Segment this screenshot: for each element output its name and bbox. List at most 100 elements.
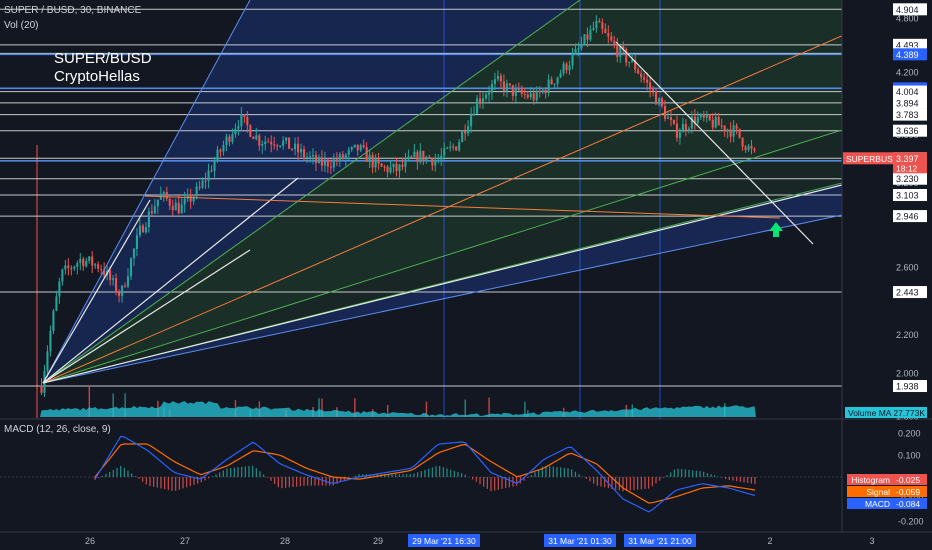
symbol-header[interactable]: SUPER / BUSD, 30, BINANCE (4, 5, 142, 16)
white-trend-line (42, 249, 251, 384)
time-tick-label: 2 (767, 536, 772, 546)
gann-fan-line (42, 0, 581, 384)
candle-body (314, 154, 318, 164)
candle-body (443, 148, 446, 156)
candle-body (568, 65, 571, 71)
candle-body (690, 116, 693, 129)
candle-body (422, 150, 425, 162)
candle-body (693, 116, 696, 124)
candle-body (299, 148, 303, 153)
candle-body (326, 159, 329, 167)
candle-body (261, 144, 264, 146)
candle-body (523, 93, 526, 95)
candle-body (222, 145, 225, 152)
candle-body (687, 128, 690, 131)
macd-legend-value-tag (893, 498, 927, 509)
level-price-tag (893, 124, 927, 137)
candle-body (383, 166, 386, 168)
volume-bar (258, 401, 261, 417)
candle-body (389, 167, 392, 173)
candle-body (228, 136, 231, 142)
time-highlight-label: 31 Mar '21 21:00 (628, 536, 692, 546)
candle-body (246, 116, 249, 126)
macd-indicator-label[interactable]: MACD (12, 26, close, 9) (4, 424, 111, 435)
time-highlight-tag (624, 534, 696, 547)
candle-body (529, 93, 532, 98)
candle-body (490, 84, 494, 93)
candle-body (118, 292, 121, 296)
candle-body (511, 85, 514, 96)
macd-legend-value: -0.059 (896, 487, 920, 497)
candle-body (255, 135, 258, 140)
candle-body (637, 69, 640, 74)
candle-body (643, 77, 646, 80)
level-price-label: 3.894 (896, 98, 919, 108)
candle-body (452, 146, 455, 148)
macd-line (94, 435, 756, 513)
candle-body (559, 73, 562, 78)
candle-body (240, 114, 243, 127)
candle-body (532, 93, 535, 101)
candle-body (505, 83, 508, 91)
candle-body (708, 114, 711, 120)
candle-body (580, 44, 583, 49)
candle-body (174, 202, 177, 211)
candle-body (249, 125, 252, 137)
time-tick-label: 29 (373, 536, 383, 546)
candle-body (189, 194, 192, 202)
candle-body (183, 198, 186, 205)
candle-body (675, 123, 678, 138)
candle-body (660, 98, 664, 107)
candle-body (434, 160, 437, 166)
candle-body (652, 89, 655, 92)
macd-legend-value-tag (893, 474, 927, 485)
candle-body (601, 22, 604, 29)
candle-body (91, 256, 94, 266)
level-price-tag (893, 189, 927, 202)
level-price-label: 2.946 (896, 212, 919, 222)
level-price-label: 4.493 (896, 40, 919, 50)
candle-body (207, 170, 210, 181)
candle-body (574, 48, 577, 55)
level-price-tag (893, 3, 927, 16)
candle-body (732, 125, 735, 137)
annotation-author: CryptoHellas (54, 68, 140, 85)
time-tick-label: 28 (280, 536, 290, 546)
candle-body (279, 145, 282, 147)
price-tick-label: 2.600 (896, 262, 919, 272)
candle-body (625, 49, 628, 63)
volume-indicator-label[interactable]: Vol (20) (4, 20, 39, 31)
candle-body (270, 141, 273, 145)
volume-bar (464, 399, 466, 417)
level-price-tag (893, 48, 927, 61)
candle-body (386, 166, 389, 173)
candle-body (407, 156, 410, 160)
candle-body (467, 126, 470, 134)
candle-body (210, 170, 213, 172)
candle-body (711, 119, 714, 128)
time-highlight-label: 31 Mar '21 01:30 (548, 536, 612, 546)
candle-body (112, 278, 115, 280)
candle-body (449, 146, 452, 148)
level-price-label: 4.004 (896, 87, 919, 97)
candle-body (308, 156, 312, 158)
volume-bar (524, 401, 526, 417)
orange-trend-line (42, 35, 842, 384)
volume-bar (354, 398, 356, 417)
candle-body (589, 29, 592, 40)
candle-body (58, 281, 61, 297)
symbol-tag (843, 152, 893, 165)
macd-tick-label: 0.100 (898, 451, 921, 461)
countdown-label: 18:12 (896, 163, 918, 173)
volume-ma-label: Volume MA 27.773K (848, 408, 925, 418)
candle-body (640, 73, 643, 78)
candle-body (135, 235, 139, 249)
candle-body (461, 131, 464, 142)
gann-fan-line (42, 0, 251, 384)
macd-legend-value: -0.025 (896, 475, 920, 485)
candle-body (419, 150, 422, 162)
time-highlight-label: 29 Mar '21 16:30 (412, 536, 476, 546)
candle-body (583, 34, 586, 45)
candle-body (195, 186, 198, 197)
